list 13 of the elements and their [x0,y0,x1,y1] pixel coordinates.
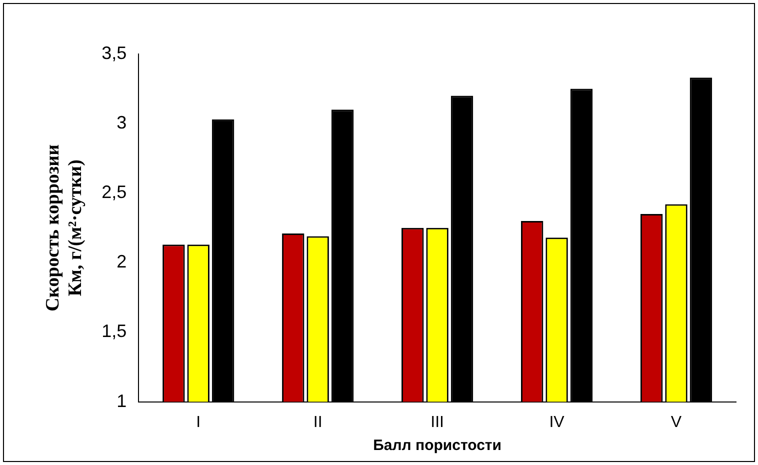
y-tick-label: 2 [116,252,127,272]
y-tick-label: 1 [116,390,127,411]
x-tick-label: IV [549,414,565,431]
y-tick-label: 3,5 [102,42,127,63]
y-tick-label: 1,5 [102,321,127,342]
x-tick-label: II [313,414,322,431]
y-tick-label: 2,5 [102,182,127,202]
y-tick-label: 3 [116,112,127,133]
x-tick-label: V [670,414,682,431]
x-tick-label: I [196,414,201,431]
x-axis-title: Балл пористости [373,437,502,454]
x-tick-label: III [430,414,444,431]
y-axis-title: Скорость коррозии Км, г/(м²·сутки) [42,144,86,312]
